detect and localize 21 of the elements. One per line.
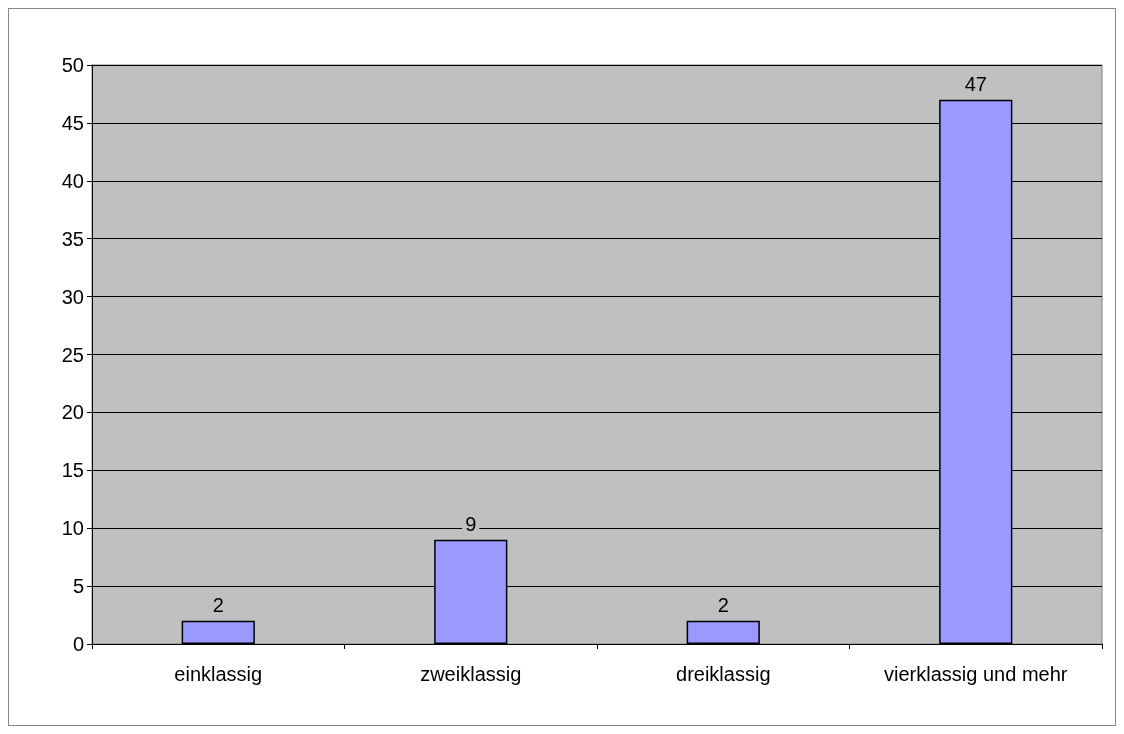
y-tick-label: 50 — [61, 54, 84, 76]
y-tick-label: 35 — [61, 227, 84, 250]
y-tick-label: 0 — [72, 633, 84, 655]
y-tick-label: 20 — [61, 401, 84, 424]
data-label: 2 — [717, 593, 729, 616]
y-tick-label: 30 — [61, 285, 84, 308]
y-tick-label: 5 — [72, 575, 84, 598]
data-label: 2 — [212, 593, 224, 616]
y-tick-label: 40 — [61, 169, 84, 192]
y-tick-label: 15 — [61, 459, 84, 482]
x-tick-label: zweiklassig — [420, 663, 522, 685]
bar — [181, 620, 255, 644]
x-tick-label: vierklassig und mehr — [884, 663, 1068, 685]
bar — [686, 620, 760, 644]
data-label: 47 — [964, 72, 987, 95]
y-tick-label: 45 — [61, 111, 84, 134]
y-tick-label: 25 — [61, 343, 84, 366]
x-tick-label: dreiklassig — [676, 663, 771, 685]
x-tick-label: einklassig — [174, 663, 263, 685]
data-label: 9 — [465, 512, 477, 535]
y-tick-label: 10 — [61, 517, 84, 540]
